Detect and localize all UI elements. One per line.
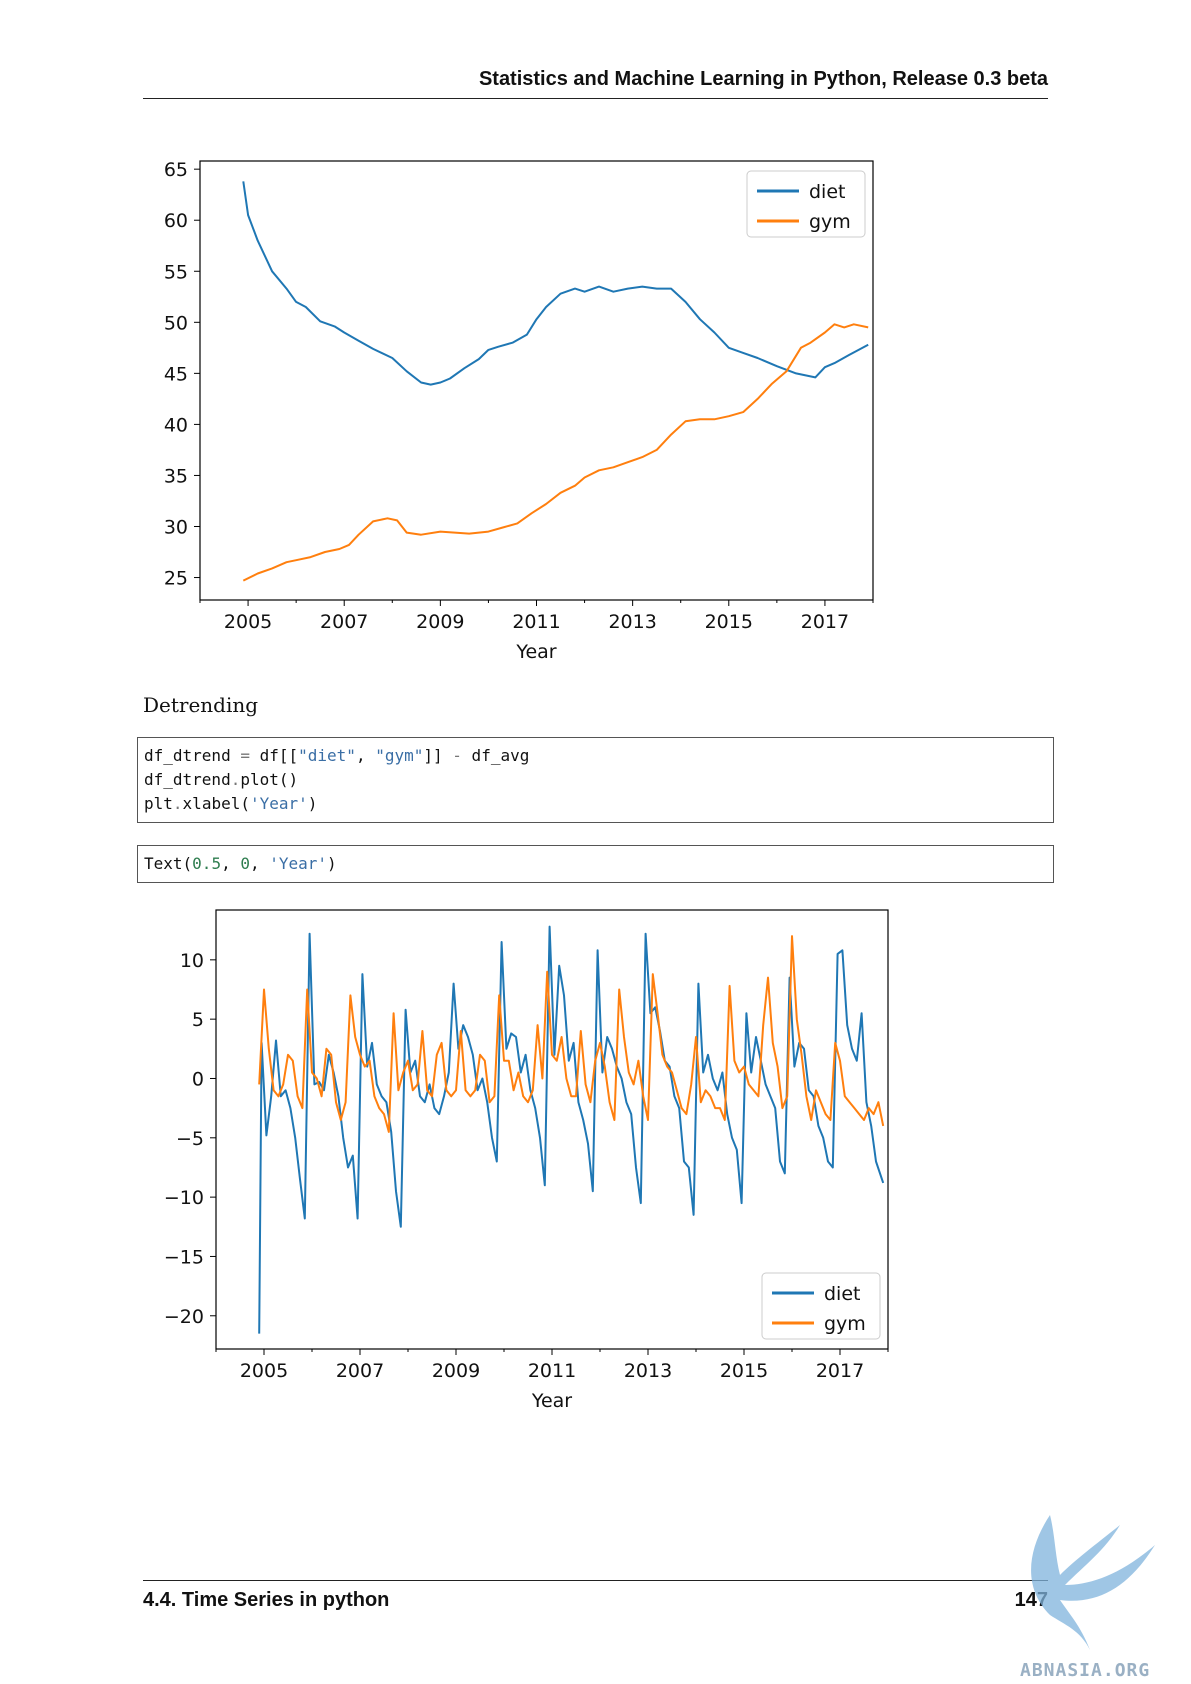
page-header: Statistics and Machine Learning in Pytho… [143, 62, 1048, 99]
header-title: Statistics and Machine Learning in Pytho… [478, 68, 1048, 90]
x-tick-label: 2007 [320, 611, 368, 633]
code-line-3: plt.xlabel('Year') [144, 794, 318, 813]
y-tick-label: 60 [164, 210, 188, 232]
output-cell: Text(0.5, 0, 'Year') [137, 845, 1054, 883]
watermark-text: ABNASIA.ORG [1020, 1660, 1151, 1681]
y-tick-label: 65 [164, 159, 188, 181]
legend-label-diet: diet [824, 1283, 860, 1305]
y-tick-label: −5 [176, 1128, 204, 1150]
x-tick-label: 2015 [720, 1360, 768, 1382]
y-tick-label: 30 [164, 516, 188, 538]
detrend-chart: 2005 2007 2009 2011 2013 2015 2017 10 5 0 −5 −10 −15… [164, 909, 889, 1412]
x-tick-label: 2017 [816, 1360, 864, 1382]
x-tick-label: 2011 [528, 1360, 576, 1382]
x-tick-label: 2009 [416, 611, 464, 633]
y-tick-label: 45 [164, 363, 188, 385]
x-tick-label: 2011 [512, 611, 560, 633]
x-tick-label: 2015 [705, 611, 753, 633]
section-label: Detrending [143, 693, 259, 717]
y-tick-label: 25 [164, 568, 188, 590]
y-tick-label: 40 [164, 414, 188, 436]
y-tick-label: 10 [180, 950, 204, 972]
y-tick-label: 35 [164, 465, 188, 487]
legend-label-diet: diet [809, 181, 845, 203]
x-tick-label: 2017 [801, 611, 849, 633]
y-tick-label: 5 [192, 1009, 204, 1031]
output-line: Text(0.5, 0, 'Year') [144, 854, 337, 873]
y-tick-label: −10 [164, 1187, 204, 1209]
footer-section: 4.4. Time Series in python [143, 1589, 390, 1611]
x-tick-label: 2009 [432, 1360, 480, 1382]
series-line-diet [242, 181, 869, 386]
y-tick-label: −15 [164, 1246, 204, 1268]
code-line-2: df_dtrend.plot() [144, 770, 299, 789]
legend-label-gym: gym [809, 211, 851, 233]
legend-label-gym: gym [824, 1313, 866, 1335]
y-tick-label: 0 [192, 1068, 204, 1090]
page-footer: 4.4. Time Series in python 147 [143, 1580, 1048, 1611]
x-tick-label: 2013 [624, 1360, 672, 1382]
x-tick-label: 2007 [336, 1360, 384, 1382]
code-line-1: df_dtrend = df[["diet", "gym"]] - df_avg [144, 746, 530, 765]
series-line-gym [258, 935, 885, 1133]
y-tick-label: 50 [164, 312, 188, 334]
watermark-wing-icon [1031, 1515, 1155, 1650]
x-tick-label: 2013 [608, 611, 656, 633]
code-cell[interactable]: df_dtrend = df[["diet", "gym"]] - df_avg… [137, 737, 1054, 823]
x-tick-label: 2005 [224, 611, 272, 633]
series-line-gym [242, 323, 869, 582]
y-tick-label: 55 [164, 261, 188, 283]
y-tick-label: −20 [164, 1306, 204, 1328]
x-axis-label: Year [515, 641, 556, 663]
x-tick-label: 2005 [240, 1360, 288, 1382]
x-axis-label: Year [531, 1390, 572, 1412]
trend-chart: 2005 2007 2009 2011 2013 2015 2017 25 30 35 40 45 50… [164, 159, 874, 663]
